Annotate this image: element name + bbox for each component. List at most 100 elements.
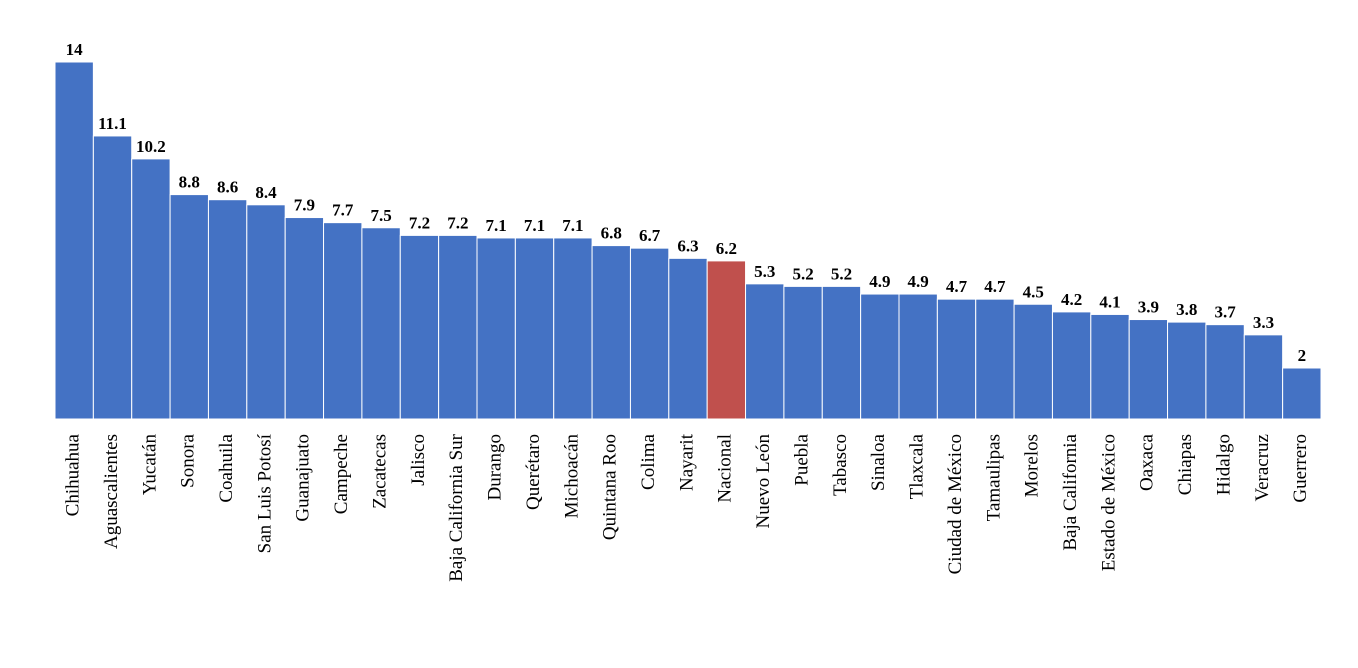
value-label: 4.9 [869,272,890,291]
x-tick-label: Oaxaca [1137,433,1158,491]
value-label: 5.3 [754,262,775,281]
bar [975,298,1015,420]
bar [783,285,823,420]
bar [1090,313,1130,420]
bar [629,247,670,420]
x-tick-label: Zacatecas [369,434,390,509]
bar [323,222,363,420]
bar [514,237,555,420]
bar [1205,324,1245,420]
x-tick-label: Durango [485,434,506,500]
value-label: 6.3 [677,236,698,255]
x-tick-label: Chiapas [1175,434,1196,495]
value-label: 8.4 [255,183,277,202]
value-label: 5.2 [831,264,852,283]
bar [668,257,708,420]
x-tick-label: Estado de México [1098,434,1119,571]
value-label: 4.1 [1099,292,1120,311]
value-label: 3.8 [1176,300,1197,319]
bar [821,285,862,420]
value-label: 7.1 [562,216,583,235]
x-tick-label: Baja California Sur [446,433,467,581]
bar [207,199,248,420]
x-tick-label: San Luis Potosí [254,433,275,553]
value-label: 7.2 [409,213,430,232]
bar [1243,334,1284,420]
bar [936,298,977,420]
x-tick-label: Aguascalientes [101,434,122,549]
value-label: 4.7 [946,277,968,296]
bar [246,204,286,420]
value-label: 4.9 [908,272,929,291]
bar [1128,319,1169,420]
bar [476,237,516,420]
value-label: 6.8 [601,224,622,243]
x-tick-label: Morelos [1022,434,1043,497]
value-label: 7.1 [524,216,545,235]
x-tick-label: Coahuila [216,433,237,502]
value-label: 7.9 [294,196,315,215]
bar [591,245,631,420]
bar [1051,311,1092,420]
bar [1282,367,1322,420]
bar [131,158,171,420]
x-tick-label: Campeche [331,434,352,514]
bar [361,227,401,420]
value-label: 11.1 [98,114,127,133]
value-label: 14 [66,40,84,59]
x-tick-label: Jalisco [408,434,429,486]
bar [553,237,593,420]
x-tick-label: Guerrero [1290,434,1311,503]
x-tick-label: Puebla [791,433,812,485]
bar [284,217,325,420]
value-label: 6.7 [639,226,661,245]
x-tick-label: Sinaloa [868,433,889,491]
value-label: 2 [1298,346,1307,365]
value-label: 8.8 [179,173,200,192]
x-tick-label: Tamaulipas [983,434,1004,521]
value-label: 3.3 [1253,313,1274,332]
value-label: 3.9 [1138,298,1159,317]
bar [898,293,938,420]
bar [1167,321,1207,420]
x-tick-label: Baja California [1060,433,1081,550]
bar [860,293,900,420]
bar [438,234,478,420]
value-label: 4.2 [1061,290,1082,309]
bar [169,194,209,420]
value-label: 4.7 [984,277,1006,296]
x-tick-label: Nacional [715,434,736,503]
value-label: 3.7 [1214,303,1236,322]
bar [745,283,785,420]
value-label: 7.2 [447,213,468,232]
bar [399,234,440,420]
x-tick-label: Tabasco [830,434,851,496]
value-label: 7.7 [332,201,354,220]
x-tick-label: Hidalgo [1213,434,1234,495]
value-label: 8.6 [217,178,238,197]
value-label: 5.2 [792,264,813,283]
x-tick-label: Sonora [178,433,199,487]
bar [706,260,747,420]
x-tick-label: Veracruz [1252,434,1273,502]
value-label: 4.5 [1023,282,1044,301]
x-tick-label: Quintana Roo [600,434,621,540]
bar [54,61,94,420]
x-tick-label: Yucatán [139,434,160,496]
value-label: 7.5 [370,206,391,225]
value-label: 7.1 [486,216,507,235]
x-tick-label: Ciudad de México [945,434,966,574]
x-tick-label: Michoacán [561,434,582,519]
x-tick-label: Nuevo León [753,434,774,529]
bar [92,135,133,420]
x-tick-label: Querétaro [523,434,544,510]
x-tick-label: Nayarit [676,433,697,491]
bar [1013,303,1053,420]
x-tick-label: Chihuahua [63,433,84,516]
value-label: 10.2 [136,137,166,156]
x-tick-label: Tlaxcala [907,433,928,499]
x-tick-label: Colima [638,433,659,490]
x-tick-label: Guanajuato [293,434,314,522]
value-label: 6.2 [716,239,737,258]
